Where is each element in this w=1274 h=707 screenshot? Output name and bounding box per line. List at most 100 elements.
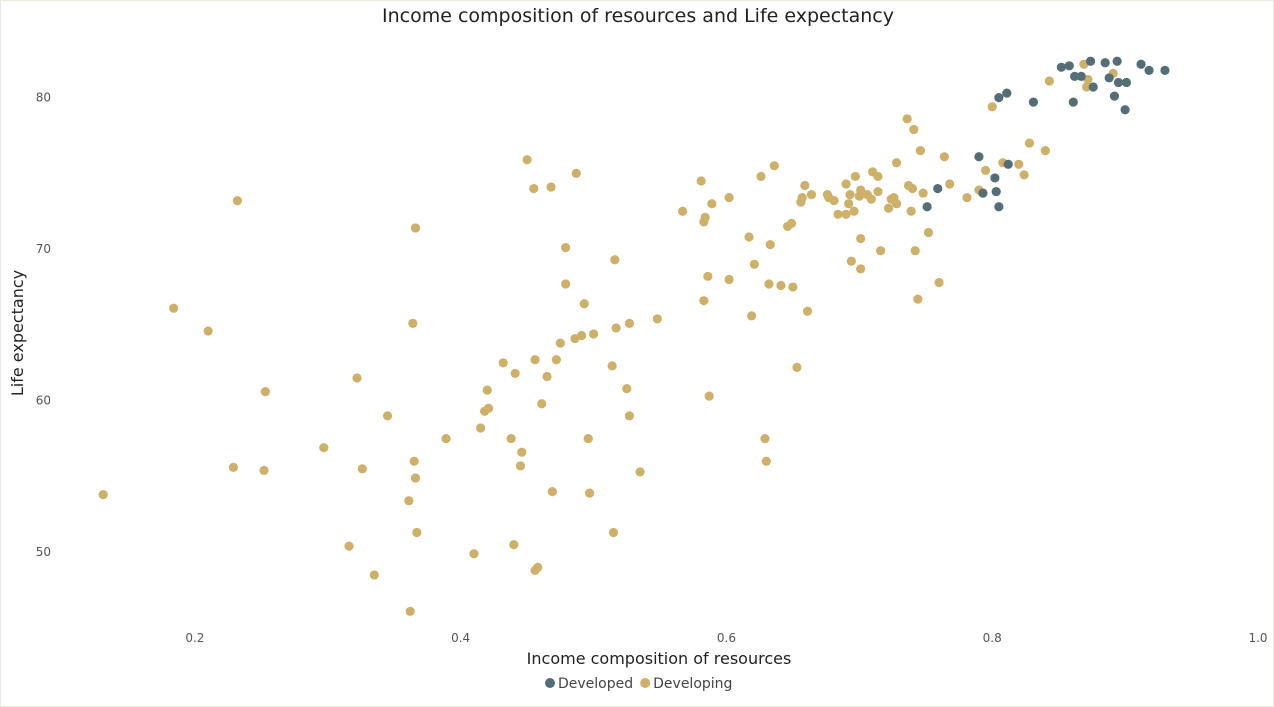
point-developing [232, 196, 243, 206]
point-developing [228, 462, 239, 472]
legend-item-developing[interactable]: Developing [640, 676, 732, 692]
point-developing [369, 570, 379, 580]
point-developing [909, 124, 919, 135]
point-developing [724, 193, 734, 203]
point-developed [1056, 62, 1066, 72]
point-developed [933, 183, 943, 194]
y-tick-label: 50 [36, 545, 51, 559]
point-developing [704, 391, 714, 401]
point-developed [1003, 159, 1013, 169]
point-developing [624, 318, 635, 329]
point-developing [579, 299, 589, 309]
point-developing [923, 227, 934, 238]
point-developing [608, 527, 619, 538]
point-developing [891, 158, 902, 168]
point-developing [677, 206, 688, 216]
point-developing [913, 294, 923, 304]
point-developing [707, 199, 717, 209]
point-developed [1113, 77, 1124, 88]
point-developing [611, 323, 621, 333]
point-developed [991, 186, 1001, 197]
point-developing [441, 433, 451, 444]
y-tick-label: 60 [36, 394, 51, 408]
point-developing [749, 259, 759, 269]
point-developing [530, 355, 540, 365]
point-developing [319, 443, 329, 453]
point-developing [873, 186, 883, 197]
point-developing [934, 277, 944, 288]
point-developing [792, 362, 802, 372]
point-developed [1160, 65, 1170, 75]
point-developing [357, 464, 367, 474]
point-developing [829, 196, 839, 206]
x-tick-label: 0.4 [451, 631, 470, 645]
point-developing [806, 190, 817, 200]
point-developing [902, 114, 912, 124]
point-developing [906, 206, 916, 216]
point-developing [412, 527, 422, 538]
point-developing [696, 176, 706, 186]
point-developing [404, 496, 414, 506]
point-developing [883, 203, 894, 213]
point-developing [910, 246, 920, 256]
x-tick-label: 0.6 [717, 631, 736, 645]
point-developing [841, 209, 851, 219]
point-developing [845, 190, 855, 200]
point-developed [1070, 71, 1080, 81]
point-developing [700, 212, 710, 222]
legend-item-developed[interactable]: Developed [545, 676, 633, 692]
point-developing [1024, 138, 1035, 148]
point-developing [610, 255, 620, 265]
point-developing [915, 146, 926, 156]
x-axis-title: Income composition of resources [527, 649, 792, 668]
point-developing [529, 183, 539, 194]
point-developed [974, 152, 984, 162]
point-developing [769, 161, 779, 171]
point-developed [990, 173, 1000, 183]
data-points-layer [98, 56, 1170, 616]
point-developing [522, 155, 532, 165]
x-tick-label: 0.8 [983, 631, 1002, 645]
legend-label-developed: Developed [558, 676, 633, 692]
point-developed [1085, 56, 1096, 66]
point-developing [571, 168, 581, 178]
point-developing [382, 411, 393, 421]
point-developing [756, 171, 766, 182]
point-developing [1019, 170, 1029, 180]
point-developing [907, 183, 918, 194]
point-developing [482, 385, 492, 395]
point-developing [866, 194, 876, 204]
point-developing [856, 233, 866, 244]
point-developing [875, 246, 886, 256]
point-developing [761, 456, 771, 466]
point-developed [1136, 59, 1146, 69]
point-developing [410, 473, 421, 483]
point-developing [624, 411, 635, 421]
point-developing [873, 171, 883, 182]
point-developing [844, 199, 854, 209]
point-developing [622, 383, 632, 394]
point-developing [352, 373, 362, 383]
point-developed [1112, 56, 1122, 66]
point-developing [652, 314, 662, 324]
point-developing [410, 223, 421, 233]
point-developing [584, 488, 595, 498]
point-developed [1088, 82, 1098, 92]
point-developed [1002, 88, 1012, 98]
point-developing [856, 185, 866, 195]
point-developing [1040, 146, 1050, 156]
point-developing [542, 371, 552, 382]
point-developing [260, 387, 270, 397]
point-developing [588, 329, 599, 339]
point-developing [547, 487, 557, 497]
point-developing [476, 423, 486, 433]
point-developing [1044, 76, 1054, 86]
point-developing [169, 303, 179, 313]
y-tick-label: 70 [36, 242, 51, 256]
point-developing [744, 232, 754, 242]
point-developing [635, 467, 645, 477]
point-developed [994, 93, 1004, 103]
point-developing [469, 549, 479, 559]
point-developing [987, 102, 997, 112]
